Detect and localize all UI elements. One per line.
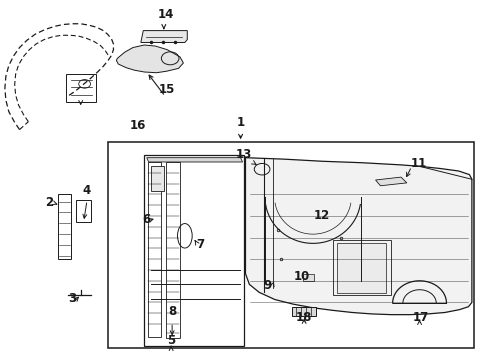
- Bar: [66, 74, 96, 102]
- Bar: [144, 155, 244, 346]
- Bar: [147, 162, 161, 337]
- Polygon shape: [141, 31, 187, 42]
- Text: 5: 5: [167, 334, 175, 347]
- Text: 13: 13: [235, 148, 251, 161]
- Text: 10: 10: [293, 270, 310, 283]
- Text: 9: 9: [263, 279, 271, 292]
- Bar: [58, 194, 71, 259]
- Bar: [332, 240, 390, 295]
- Polygon shape: [375, 177, 406, 186]
- Bar: [107, 142, 473, 348]
- Bar: [337, 243, 386, 293]
- Text: 17: 17: [411, 311, 428, 324]
- Text: 2: 2: [44, 196, 53, 209]
- Text: 12: 12: [313, 209, 329, 222]
- Text: 16: 16: [129, 119, 146, 132]
- Bar: [150, 166, 164, 191]
- Bar: [292, 307, 315, 316]
- Text: 3: 3: [68, 292, 76, 305]
- Text: 4: 4: [83, 184, 91, 197]
- Polygon shape: [245, 158, 471, 315]
- Polygon shape: [146, 158, 242, 162]
- Text: 15: 15: [159, 84, 175, 96]
- Text: 18: 18: [295, 311, 312, 324]
- Text: 11: 11: [410, 157, 426, 170]
- Text: 8: 8: [168, 305, 176, 318]
- Text: 6: 6: [142, 213, 150, 226]
- Polygon shape: [116, 45, 183, 73]
- Text: 7: 7: [196, 238, 204, 251]
- Polygon shape: [303, 274, 313, 281]
- Text: 1: 1: [236, 116, 244, 129]
- Bar: [76, 200, 91, 222]
- Text: 14: 14: [158, 8, 174, 21]
- Bar: [166, 162, 180, 338]
